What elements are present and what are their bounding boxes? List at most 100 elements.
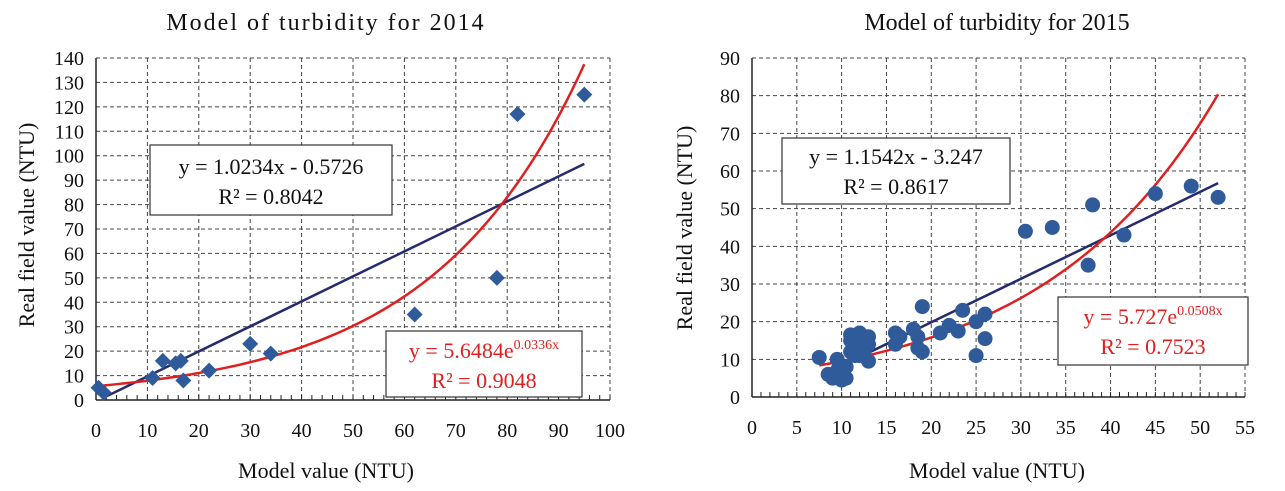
chart-2015-x-tick-label: 55	[1235, 417, 1255, 439]
chart-2014-y-tick-label: 130	[54, 72, 84, 94]
chart-2015-data-point	[968, 348, 984, 364]
chart-2014-x-tick-label: 100	[595, 420, 625, 442]
chart-2014-data-point	[175, 372, 192, 389]
chart-2014-data-point	[488, 269, 505, 286]
chart-2014-y-tick-label: 90	[64, 170, 84, 192]
chart-2015-y-tick-label: 60	[720, 161, 740, 183]
chart-2014-x-tick-label: 30	[240, 420, 260, 442]
chart-2015-y-tick-label: 20	[720, 312, 740, 334]
chart-2015-data-point	[1080, 257, 1096, 273]
chart-2015-data-point	[1085, 197, 1101, 213]
chart-2014-y-tick-label: 70	[64, 219, 84, 241]
chart-2015-y-tick-label: 90	[720, 48, 740, 70]
chart-2014-y-tick-label: 20	[64, 341, 84, 363]
chart-2014-data-point	[509, 106, 526, 123]
chart-2014-exp-equation: y = 5.6484e0.0336x	[409, 338, 559, 363]
chart-2014-title: Model of turbidity for 2014	[166, 10, 485, 36]
chart-2015-x-tick-label: 5	[792, 417, 802, 439]
chart-2015-x-tick-label: 15	[876, 417, 896, 439]
chart-2014-y-tick-label: 50	[64, 268, 84, 290]
chart-2015-x-label: Model value (NTU)	[909, 458, 1085, 483]
chart-2014-data-point	[154, 352, 171, 369]
chart-2015-data-point	[1210, 189, 1226, 205]
chart-2014-y-tick-label: 10	[64, 366, 84, 388]
chart-2014-x-tick-label: 0	[91, 420, 101, 442]
chart-2015-linear-r2: R² = 0.8617	[843, 174, 948, 199]
chart-2015-data-point	[1017, 223, 1033, 239]
chart-2015-y-tick-label: 50	[720, 199, 740, 221]
chart-2014-linear-equation: y = 1.0234x - 0.5726	[179, 154, 364, 179]
chart-2015-data-point	[1116, 227, 1132, 243]
chart-2015-points	[811, 178, 1226, 388]
chart-2015-x-tick-label: 30	[1011, 417, 1031, 439]
chart-2014-y-tick-label: 0	[74, 390, 84, 412]
chart-2015-exp-equation-base: y = 5.727e	[1083, 304, 1177, 329]
chart-2015-data-point	[838, 359, 854, 375]
chart-2015-x-tick-label: 40	[1101, 417, 1121, 439]
chart-2015-y-tick-label: 70	[720, 123, 740, 145]
chart-2014-points	[90, 86, 593, 401]
chart-2014-linear-fit-box: y = 1.0234x - 0.5726 R² = 0.8042	[149, 144, 393, 216]
chart-2015-y-tick-label: 0	[730, 387, 740, 409]
chart-2015-exp-fit-box-frame	[1057, 296, 1249, 366]
chart-2015-data-point	[955, 302, 971, 318]
chart-2014-exp-r2: R² = 0.9048	[431, 368, 536, 393]
chart-2014-data-point	[172, 352, 189, 369]
chart-2014-exp-fit-box: y = 5.6484e0.0336x R² = 0.9048	[385, 330, 583, 398]
chart-2014-x-label: Model value (NTU)	[238, 458, 414, 483]
chart-2015-x-tick-label: 0	[747, 417, 757, 439]
chart-2015-data-point	[977, 331, 993, 347]
chart-2015-data-point	[1044, 220, 1060, 235]
chart-2015-data-point	[861, 353, 877, 369]
chart-2014-x-tick-label: 90	[549, 420, 569, 442]
chart-2015-x-tick-label: 35	[1056, 417, 1076, 439]
chart-2015-y-tick-label: 80	[720, 86, 740, 108]
chart-2014-x-tick-label: 60	[394, 420, 414, 442]
chart-2015-data-point	[950, 323, 966, 339]
chart-2014-exp-trendline	[98, 63, 586, 388]
chart-2014-data-point	[201, 362, 218, 379]
chart-2015-x-tick-label: 10	[832, 417, 852, 439]
chart-2014-data-point	[406, 306, 423, 323]
chart-2015-x-tick-label: 25	[966, 417, 986, 439]
chart-2015-data-point	[1147, 186, 1163, 202]
chart-2015-ticks: 0 5 10 15 20 25 30 35 40 45 50 55 0 10 20 30 40 50 60 70 80 9…	[720, 48, 1255, 439]
chart-2014-data-point	[144, 370, 161, 387]
chart-2015-exp-equation-exponent: 0.0508x	[1177, 304, 1223, 319]
chart-2014-linear-r2: R² = 0.8042	[218, 184, 323, 209]
chart-2015-data-point	[1183, 178, 1199, 194]
chart-2015-data-point	[838, 370, 854, 386]
chart-2014-x-tick-label: 50	[343, 420, 363, 442]
chart-2014-x-tick-label: 10	[137, 420, 157, 442]
chart-2014-y-tick-label: 140	[54, 48, 84, 70]
chart-2015-data-point	[977, 306, 993, 322]
chart-2015-linear-equation: y = 1.1542x - 3.247	[809, 144, 983, 169]
chart-2015-y-label: Real field value (NTU)	[672, 126, 697, 331]
chart-2014-data-point	[262, 345, 279, 362]
chart-2015-title: Model of turbidity for 2015	[864, 10, 1129, 36]
chart-2014-y-tick-label: 80	[64, 195, 84, 217]
chart-2015-exp-r2: R² = 0.7523	[1100, 334, 1205, 359]
chart-2014: Model of turbidity for 2014 Model value …	[14, 10, 625, 483]
chart-2015-data-point	[914, 344, 930, 360]
chart-2015-x-tick-label: 50	[1190, 417, 1210, 439]
chart-2015-data-point	[910, 329, 926, 345]
chart-2014-data-point	[242, 335, 259, 352]
chart-2014-exp-fit-box-frame	[385, 330, 583, 398]
chart-2014-data-point	[95, 384, 112, 401]
chart-2014-y-label: Real field value (NTU)	[14, 123, 39, 328]
chart-2014-y-tick-label: 110	[55, 121, 84, 143]
chart-2014-x-tick-label: 80	[497, 420, 517, 442]
chart-2014-data-point	[576, 86, 593, 103]
chart-2015-data-point	[892, 329, 908, 345]
chart-2015-x-tick-label: 20	[921, 417, 941, 439]
chart-2014-x-tick-label: 70	[446, 420, 466, 442]
chart-2015-linear-fit-box-frame	[781, 137, 1011, 205]
chart-2015-x-tick-label: 45	[1145, 417, 1165, 439]
chart-2015-linear-fit-box: y = 1.1542x - 3.247 R² = 0.8617	[781, 137, 1011, 205]
chart-2015-exp-fit-box: y = 5.727e0.0508x R² = 0.7523	[1057, 296, 1249, 366]
chart-2015-y-tick-label: 10	[720, 349, 740, 371]
chart-2015: Model of turbidity for 2015 Model value …	[672, 10, 1255, 483]
